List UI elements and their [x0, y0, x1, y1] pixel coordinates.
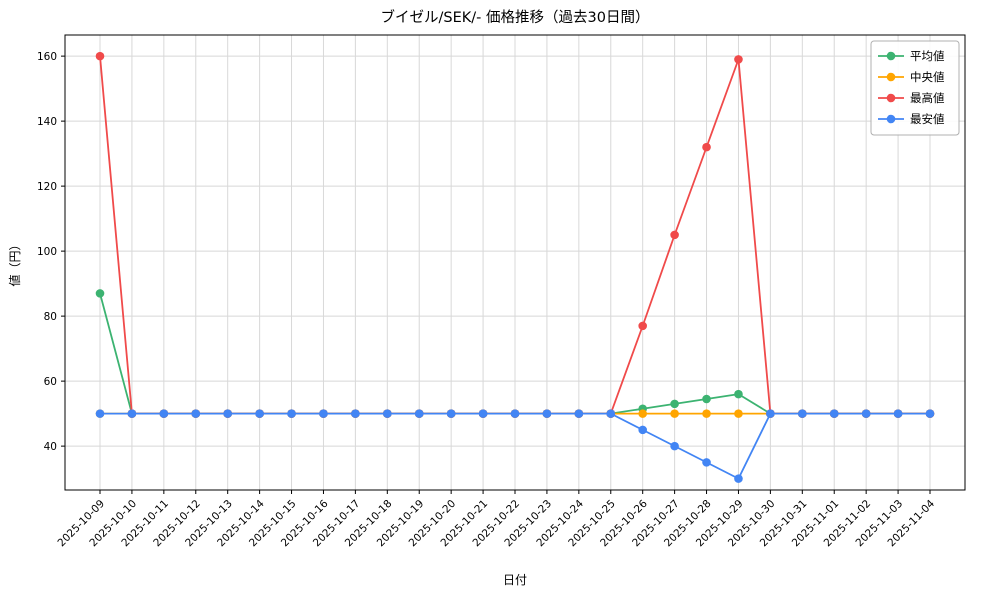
data-point-marker: [734, 389, 743, 399]
data-point-marker: [670, 409, 679, 418]
y-tick-label: 60: [44, 376, 57, 388]
data-point-marker: [702, 142, 711, 152]
y-axis: 40 60 80 100 120 140 160: [37, 51, 65, 453]
data-point-marker: [542, 409, 552, 418]
legend-label: 最高値: [910, 91, 945, 105]
data-point-marker: [798, 409, 807, 418]
data-point-marker: [191, 409, 201, 418]
legend-item: 中央値: [878, 70, 945, 84]
data-point-marker: [255, 409, 264, 418]
x-axis-label: 日付: [503, 573, 527, 587]
y-tick-label: 140: [37, 116, 57, 128]
legend-marker: [886, 93, 896, 103]
data-point-marker: [574, 409, 584, 418]
data-point-marker: [383, 409, 392, 418]
y-tick-label: 40: [44, 441, 57, 453]
data-point-marker: [638, 321, 647, 331]
data-point-marker: [638, 409, 647, 418]
data-point-marker: [159, 409, 169, 418]
legend-marker: [886, 72, 896, 82]
chart-title: ブイゼル/SEK/- 価格推移（過去30日間）: [381, 8, 650, 26]
series-min: [95, 409, 935, 483]
data-point-marker: [829, 409, 839, 418]
data-point-marker: [766, 409, 775, 418]
data-point-marker: [446, 409, 456, 418]
data-point-marker: [925, 409, 935, 418]
data-point-marker: [95, 409, 105, 418]
data-point-marker: [670, 441, 679, 451]
legend-label: 最安値: [910, 112, 945, 126]
legend-item: 最安値: [878, 112, 945, 126]
legend-label: 平均値: [910, 49, 945, 63]
data-point-marker: [478, 409, 488, 418]
data-point-marker: [319, 409, 328, 418]
data-point-marker: [414, 409, 424, 418]
data-point-marker: [702, 458, 711, 467]
data-point-marker: [223, 409, 232, 418]
y-tick-label: 80: [44, 311, 57, 323]
legend-label: 中央値: [910, 70, 945, 84]
data-point-marker: [670, 230, 679, 240]
data-point-marker: [734, 474, 743, 483]
data-point-marker: [510, 409, 520, 418]
y-tick-label: 100: [37, 246, 57, 258]
data-point-marker: [606, 409, 616, 418]
legend-item: 平均値: [878, 49, 945, 63]
y-axis-label: 値（円）: [7, 238, 22, 286]
data-point-marker: [861, 409, 871, 418]
data-point-marker: [893, 409, 903, 418]
y-tick-label: 120: [37, 181, 57, 193]
data-point-marker: [702, 394, 711, 404]
data-point-marker: [287, 409, 296, 418]
legend-item: 最高値: [878, 91, 945, 105]
data-point-marker: [351, 409, 360, 418]
y-tick-label: 160: [37, 51, 57, 63]
data-point-marker: [638, 425, 647, 435]
data-point-marker: [670, 399, 679, 409]
data-point-marker: [702, 409, 711, 418]
legend-marker: [886, 51, 896, 61]
legend-box: [870, 40, 960, 136]
legend-marker: [886, 114, 896, 124]
data-point-marker: [95, 51, 105, 61]
data-point-marker: [734, 55, 743, 64]
data-point-marker: [95, 289, 105, 298]
data-point-marker: [734, 409, 743, 418]
data-point-marker: [127, 409, 137, 418]
